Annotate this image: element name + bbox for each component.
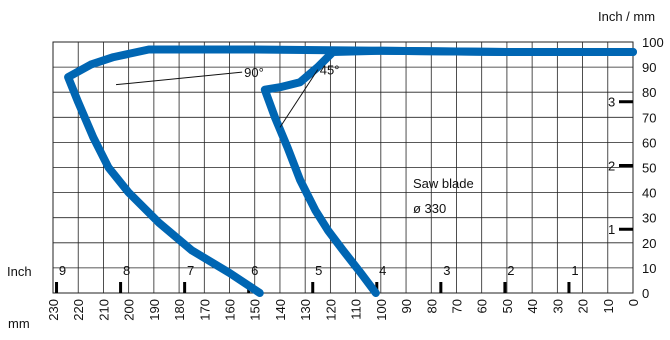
x-tick-label: 200: [122, 299, 137, 321]
x-tick-label: 130: [298, 299, 313, 321]
inch-tick-mark-right: [619, 163, 633, 167]
x-tick-label: 10: [601, 299, 616, 313]
y-tick-label: 10: [642, 261, 656, 276]
inch-tick-label: 7: [187, 263, 194, 278]
x-tick-label: 90: [399, 299, 414, 313]
inch-tick-label: 6: [251, 263, 258, 278]
y-unit-label: Inch / mm: [598, 9, 655, 24]
series-line-90-degree: [64, 45, 637, 297]
inch-tick-mark: [55, 282, 59, 293]
x-tick-label: 230: [46, 299, 61, 321]
series-label: 45°: [320, 63, 340, 78]
x-tick-label: 210: [96, 299, 111, 321]
x-tick-label: 100: [374, 299, 389, 321]
inch-tick-label: 5: [315, 263, 322, 278]
x-tick-label: 140: [273, 299, 288, 321]
inch-tick-label: 2: [507, 263, 514, 278]
inch-tick-mark: [375, 282, 379, 293]
annotation-saw-blade: Saw blade: [413, 176, 474, 191]
inch-scale-label: Inch: [7, 264, 32, 279]
series-leader-line: [279, 69, 319, 128]
x-tick-label: 220: [71, 299, 86, 321]
y-tick-label: 20: [642, 236, 656, 251]
x-tick-label: 80: [424, 299, 439, 313]
inch-tick-mark: [439, 282, 443, 293]
y-tick-label: 30: [642, 211, 656, 226]
inch-tick-mark-right: [619, 227, 633, 231]
inch-tick-label: 3: [443, 263, 450, 278]
x-tick-label: 50: [500, 299, 515, 313]
y-tick-label: 60: [642, 135, 656, 150]
x-unit-label: mm: [8, 316, 30, 331]
inch-tick-mark: [311, 282, 315, 293]
x-tick-label: 120: [323, 299, 338, 321]
inch-tick-label: 4: [379, 263, 386, 278]
inch-tick-mark: [183, 282, 187, 293]
x-tick-label: 0: [626, 299, 641, 306]
y-tick-label: 40: [642, 186, 656, 201]
x-tick-label: 190: [147, 299, 162, 321]
x-tick-label: 60: [475, 299, 490, 313]
y-tick-label: 50: [642, 161, 656, 176]
x-tick-label: 180: [172, 299, 187, 321]
x-tick-label: 70: [449, 299, 464, 313]
inch-tick-label: 9: [59, 263, 66, 278]
x-tick-label: 150: [248, 299, 263, 321]
y-tick-label: 80: [642, 85, 656, 100]
inch-tick-label: 8: [123, 263, 130, 278]
inch-tick-label-right: 3: [608, 95, 615, 110]
x-tick-label: 20: [576, 299, 591, 313]
x-tick-label: 110: [349, 299, 364, 320]
series-line-45-degree: [260, 46, 637, 297]
x-tick-label: 40: [525, 299, 540, 313]
inch-tick-mark-right: [619, 100, 633, 104]
inch-tick-mark: [119, 282, 123, 293]
series-leader-line: [115, 71, 243, 86]
y-tick-label: 0: [642, 286, 649, 301]
inch-tick-label-right: 2: [608, 158, 615, 173]
y-tick-label: 70: [642, 110, 656, 125]
plot-frame: [52, 41, 634, 294]
x-tick-label: 170: [197, 299, 212, 321]
inch-tick-mark: [567, 282, 571, 293]
inch-tick-label: 1: [571, 263, 578, 278]
series-label: 90°: [244, 65, 264, 80]
y-tick-label: 100: [642, 35, 664, 50]
x-tick-label: 30: [550, 299, 565, 313]
annotation-diameter: ø 330: [413, 201, 446, 216]
y-tick-label: 90: [642, 60, 656, 75]
inch-tick-mark: [503, 282, 507, 293]
inch-tick-label-right: 1: [608, 222, 615, 237]
x-tick-label: 160: [223, 299, 238, 321]
